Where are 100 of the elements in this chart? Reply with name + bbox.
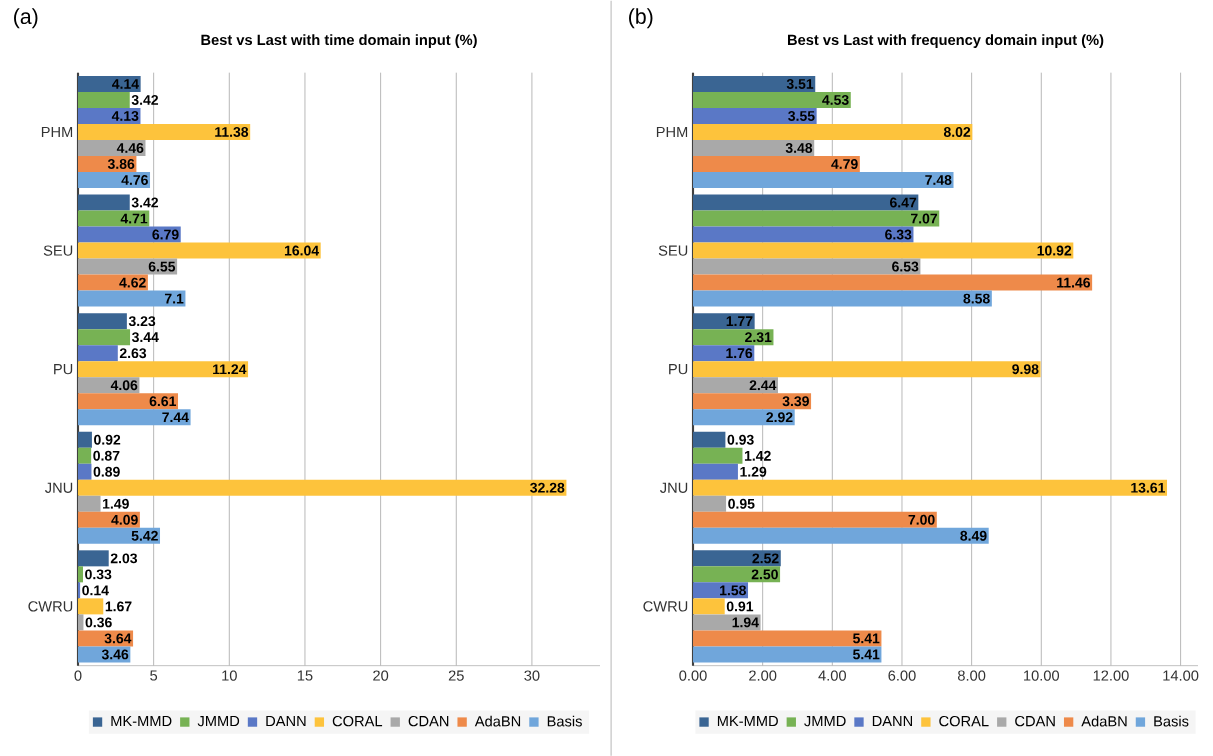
bar <box>78 479 567 496</box>
bar <box>693 495 727 512</box>
data-label: 3.48 <box>785 142 813 153</box>
x-tick-label: 6.00 <box>888 670 916 681</box>
x-tick-label: 2.00 <box>749 670 777 681</box>
data-label: 0.87 <box>93 450 120 461</box>
bar <box>693 91 851 108</box>
legend-label: CORAL <box>332 715 383 727</box>
bar <box>78 495 101 512</box>
x-tick-label: 25 <box>448 670 464 681</box>
bar <box>693 171 954 188</box>
legend-label: MK-MMD <box>111 715 172 726</box>
data-label: 7.00 <box>908 514 935 525</box>
bar <box>693 463 738 480</box>
bar <box>693 210 940 227</box>
bar <box>693 479 1168 496</box>
data-label: 3.64 <box>104 633 132 644</box>
x-tick-label: 4.00 <box>818 670 846 681</box>
legend-label: CDAN <box>1015 715 1055 727</box>
data-label: 2.63 <box>119 348 147 358</box>
bar <box>693 393 812 410</box>
data-label: 6.53 <box>892 261 919 272</box>
bar <box>78 431 92 448</box>
data-label: 11.38 <box>215 126 249 137</box>
bar <box>693 226 914 243</box>
data-label: 4.46 <box>116 142 144 153</box>
data-label: 13.61 <box>1131 482 1166 493</box>
x-tick-label: 10.00 <box>1024 670 1060 681</box>
bar <box>693 377 778 394</box>
bar <box>78 614 84 631</box>
legend-label: DANN <box>266 715 306 726</box>
x-tick-label: 8.00 <box>957 670 986 681</box>
y-tick-label: CWRU <box>28 601 73 612</box>
bar <box>693 123 973 140</box>
data-label: 3.39 <box>782 396 809 407</box>
bar <box>693 550 781 567</box>
data-label: 0.92 <box>94 434 121 445</box>
data-label: 1.58 <box>720 585 746 596</box>
legend-label: DANN <box>872 715 912 726</box>
data-label: 11.24 <box>213 364 247 374</box>
chart-title: Best vs Last with time domain input (%) <box>201 34 477 48</box>
bar <box>693 75 816 92</box>
data-label: 7.07 <box>911 213 938 224</box>
bar <box>693 290 992 307</box>
bar <box>693 598 725 615</box>
data-label: 0.33 <box>85 569 112 580</box>
data-label: 6.55 <box>148 261 176 272</box>
bar <box>78 171 151 188</box>
bar <box>693 511 937 528</box>
bar <box>78 312 127 329</box>
data-label: 0.95 <box>728 498 755 509</box>
data-label: 2.52 <box>752 553 779 564</box>
data-label: 2.92 <box>766 412 793 423</box>
data-label: 2.44 <box>749 380 777 390</box>
bar <box>693 447 743 464</box>
bar <box>78 194 130 211</box>
y-tick-label: PU <box>669 363 688 375</box>
data-label: 5.41 <box>853 649 880 660</box>
bar <box>693 194 919 211</box>
data-label: 2.50 <box>751 569 778 580</box>
data-label: 3.46 <box>101 649 129 660</box>
data-label: 6.79 <box>152 229 179 240</box>
chart-title: Best vs Last with frequency domain input (%) <box>787 34 1104 48</box>
bar <box>78 345 118 362</box>
legend-label: MK-MMD <box>717 715 778 726</box>
bar <box>78 361 249 378</box>
data-label: 7.44 <box>162 412 189 422</box>
bar <box>693 139 815 156</box>
data-label: 4.62 <box>119 277 146 288</box>
data-label: 0.89 <box>93 466 120 477</box>
data-label: 1.67 <box>105 601 132 612</box>
data-label: 6.47 <box>890 197 917 208</box>
data-label: 0.14 <box>82 585 109 596</box>
data-label: 8.58 <box>963 293 990 304</box>
x-tick-label: 0 <box>74 670 82 681</box>
legend-label: CORAL <box>939 715 989 727</box>
bar <box>78 274 148 291</box>
x-tick-label: 12.00 <box>1093 670 1129 681</box>
y-tick-label: PU <box>54 363 73 375</box>
data-label: 11.46 <box>1057 277 1091 288</box>
data-label: 2.31 <box>745 332 772 342</box>
data-label: 32.28 <box>530 482 565 493</box>
data-label: 4.71 <box>120 213 148 224</box>
bar <box>693 409 795 426</box>
bar <box>78 242 321 259</box>
data-label: 16.04 <box>284 245 319 256</box>
bar <box>78 527 161 544</box>
data-label: 4.06 <box>110 380 138 390</box>
data-label: 4.14 <box>112 78 139 89</box>
data-label: 1.42 <box>744 450 771 461</box>
bar <box>693 527 989 544</box>
text: (b) <box>629 8 653 29</box>
x-tick-label: 10 <box>222 670 237 681</box>
bar <box>78 226 181 243</box>
data-label: 3.55 <box>788 110 815 121</box>
x-tick-label: 15 <box>297 670 313 681</box>
data-label: 1.94 <box>732 617 759 628</box>
x-tick-label: 0.00 <box>679 670 707 681</box>
data-label: 1.29 <box>740 466 767 477</box>
data-label: 8.02 <box>943 126 971 137</box>
